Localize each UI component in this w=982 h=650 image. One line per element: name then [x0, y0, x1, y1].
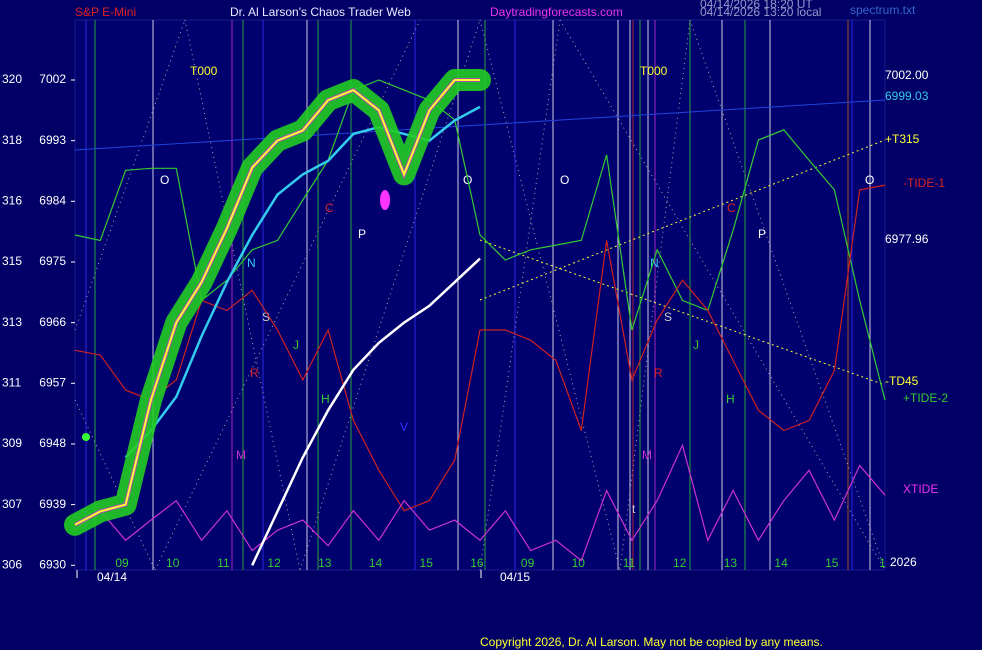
y-tick-label: 6993: [39, 133, 66, 147]
series-line: [251, 257, 481, 566]
cycle-marker: V: [400, 420, 408, 434]
right-label: +TIDE-2: [903, 391, 948, 405]
x-tick-label: 1: [879, 556, 886, 570]
right-label: -TD45: [885, 374, 919, 388]
x-tick-label: 15: [825, 556, 839, 570]
cycle-marker: O: [560, 173, 569, 187]
y-tick-label: 6939: [39, 497, 66, 511]
sp-label: 311: [2, 375, 21, 389]
x-tick-label: 11: [623, 556, 636, 570]
sp-label: 315: [2, 254, 22, 268]
series-line: [74, 184, 886, 512]
cycle-marker: O: [865, 173, 874, 187]
x-tick-label: 12: [673, 556, 687, 570]
x-tick-label: 09: [521, 556, 535, 570]
right-label: 2026: [890, 555, 917, 569]
cycle-marker: R: [654, 366, 663, 380]
dotted-line: [154, 19, 421, 571]
sp-label: 318: [2, 133, 22, 147]
x-tick-label: 10: [166, 556, 180, 570]
site: Daytradingforecasts.com: [490, 5, 623, 19]
series-line: [74, 79, 886, 401]
title: Dr. Al Larson's Chaos Trader Web: [230, 5, 411, 19]
date: 04/14: [97, 570, 127, 584]
series-line: [74, 443, 886, 562]
x-tick-label: 16: [470, 556, 484, 570]
timestamp: 04/14/2026 18:20 UT: [700, 0, 813, 11]
cycle-marker: H: [726, 392, 735, 406]
cycle-marker: O: [160, 173, 169, 187]
cycle-marker: H: [321, 392, 330, 406]
cycle-marker: C: [727, 201, 736, 215]
y-tick-label: 6984: [39, 193, 66, 207]
cycle-marker: R: [250, 366, 259, 380]
y-tick-label: 7002: [39, 72, 66, 86]
copyright: Copyright 2026, Dr. Al Larson. May not b…: [480, 635, 823, 649]
yellow-dotted: [479, 239, 886, 386]
file: spectrum.txt: [850, 3, 916, 17]
cycle-marker: S: [262, 310, 270, 324]
cycle-marker: N: [650, 256, 659, 270]
cycle-marker: M: [642, 448, 652, 462]
dot: [82, 433, 90, 441]
y-tick-label: 6957: [39, 375, 66, 389]
blue-line: [74, 99, 886, 151]
right-label: -TIDE-1: [903, 176, 945, 190]
x-tick-label: 11: [217, 556, 230, 570]
date: 04/15: [500, 570, 530, 584]
series-line: [74, 79, 480, 526]
right-label: 6999.03: [885, 89, 929, 103]
cycle-marker: T000: [190, 64, 218, 78]
right-label: 7002.00: [885, 68, 929, 82]
x-tick-label: 15: [420, 556, 434, 570]
cycle-marker: M: [236, 448, 246, 462]
symbol: S&P E-Mini: [75, 5, 136, 19]
right-label: +T315: [885, 132, 920, 146]
x-tick-label: 09: [115, 556, 129, 570]
timestamp: 04/14/2026 13:20 local: [700, 5, 821, 19]
cycle-marker: C: [325, 201, 334, 215]
sp-label: 316: [2, 193, 22, 207]
right-label: 6977.96: [885, 232, 929, 246]
cycle-marker: S: [664, 310, 672, 324]
y-tick-label: 6930: [39, 557, 66, 571]
cycle-marker: P: [358, 227, 366, 241]
cycle-marker: J: [693, 338, 699, 352]
sp-label: 320: [2, 72, 22, 86]
sp-label: 309: [2, 436, 22, 450]
sp-label: 306: [2, 557, 22, 571]
cycle-marker: t: [632, 502, 636, 516]
x-tick-label: 14: [369, 556, 383, 570]
decoration: [74, 19, 886, 571]
cycle-marker: N: [247, 256, 256, 270]
plot-area: [74, 19, 886, 571]
y-tick-label: 6975: [39, 254, 66, 268]
y-tick-label: 6966: [39, 315, 66, 329]
x-tick-label: 13: [724, 556, 738, 570]
cycle-marker: J: [293, 338, 299, 352]
cycle-marker: T000: [640, 64, 668, 78]
blob: [380, 190, 390, 210]
y-tick-label: 6948: [39, 436, 66, 450]
sp-label: 307: [2, 497, 22, 511]
dotted-line: [184, 19, 301, 571]
x-tick-label: 12: [267, 556, 281, 570]
x-tick-label: 14: [774, 556, 788, 570]
cycle-marker: P: [758, 227, 766, 241]
x-tick-label: 13: [318, 556, 332, 570]
sp-label: 313: [2, 315, 22, 329]
right-label: XTIDE: [903, 482, 938, 496]
